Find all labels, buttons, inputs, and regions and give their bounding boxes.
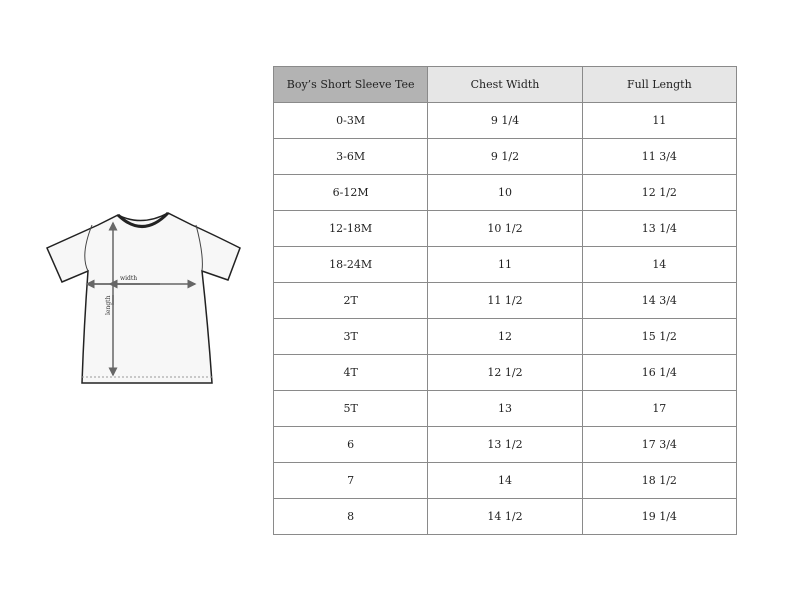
size-cell: 4T <box>272 354 429 391</box>
full-length-cell: 17 3/4 <box>581 426 738 463</box>
size-cell: 6 <box>272 426 429 463</box>
table-row: 18-24M 11 14 <box>272 246 738 283</box>
width-label: width <box>120 275 137 282</box>
size-cell: 7 <box>272 462 429 499</box>
chest-width-cell: 14 <box>427 462 583 499</box>
table-row: 2T 11 1/2 14 3/4 <box>272 282 738 319</box>
table-row: 6 13 1/2 17 3/4 <box>272 426 738 463</box>
size-cell: 8 <box>272 498 429 535</box>
full-length-cell: 14 3/4 <box>581 282 738 319</box>
chest-width-cell: 10 1/2 <box>427 210 583 247</box>
header-full-length: Full Length <box>581 66 738 103</box>
table-row: 6-12M 10 12 1/2 <box>272 174 738 211</box>
size-chart-table: Boy’s Short Sleeve Tee Chest Width Full … <box>272 66 738 535</box>
table-row: 3-6M 9 1/2 11 3/4 <box>272 138 738 175</box>
shirt-outline <box>46 212 241 384</box>
full-length-cell: 11 3/4 <box>581 138 738 175</box>
header-size: Boy’s Short Sleeve Tee <box>272 66 429 103</box>
chest-width-cell: 13 1/2 <box>427 426 583 463</box>
table-header-row: Boy’s Short Sleeve Tee Chest Width Full … <box>272 66 738 103</box>
chest-width-cell: 10 <box>427 174 583 211</box>
size-cell: 3T <box>272 318 429 355</box>
chest-width-cell: 9 1/4 <box>427 102 583 139</box>
full-length-cell: 15 1/2 <box>581 318 738 355</box>
size-cell: 3-6M <box>272 138 429 175</box>
chest-width-cell: 12 1/2 <box>427 354 583 391</box>
full-length-cell: 12 1/2 <box>581 174 738 211</box>
header-chest-width: Chest Width <box>427 66 583 103</box>
full-length-cell: 18 1/2 <box>581 462 738 499</box>
chest-width-cell: 14 1/2 <box>427 498 583 535</box>
collar <box>116 211 170 228</box>
tshirt-measurement-diagram: width length <box>46 211 241 384</box>
full-length-cell: 19 1/4 <box>581 498 738 535</box>
full-length-cell: 11 <box>581 102 738 139</box>
full-length-cell: 14 <box>581 246 738 283</box>
table-row: 0-3M 9 1/4 11 <box>272 102 738 139</box>
chest-width-cell: 12 <box>427 318 583 355</box>
full-length-cell: 17 <box>581 390 738 427</box>
size-cell: 6-12M <box>272 174 429 211</box>
size-cell: 18-24M <box>272 246 429 283</box>
chest-width-cell: 11 1/2 <box>427 282 583 319</box>
full-length-cell: 16 1/4 <box>581 354 738 391</box>
table-row: 5T 13 17 <box>272 390 738 427</box>
chest-width-cell: 11 <box>427 246 583 283</box>
size-cell: 0-3M <box>272 102 429 139</box>
chest-width-cell: 9 1/2 <box>427 138 583 175</box>
table-row: 4T 12 1/2 16 1/4 <box>272 354 738 391</box>
table-row: 3T 12 15 1/2 <box>272 318 738 355</box>
chest-width-cell: 13 <box>427 390 583 427</box>
table-row: 12-18M 10 1/2 13 1/4 <box>272 210 738 247</box>
size-cell: 2T <box>272 282 429 319</box>
size-cell: 12-18M <box>272 210 429 247</box>
full-length-cell: 13 1/4 <box>581 210 738 247</box>
size-cell: 5T <box>272 390 429 427</box>
table-row: 7 14 18 1/2 <box>272 462 738 499</box>
table-row: 8 14 1/2 19 1/4 <box>272 498 738 535</box>
length-label: length <box>105 295 112 315</box>
